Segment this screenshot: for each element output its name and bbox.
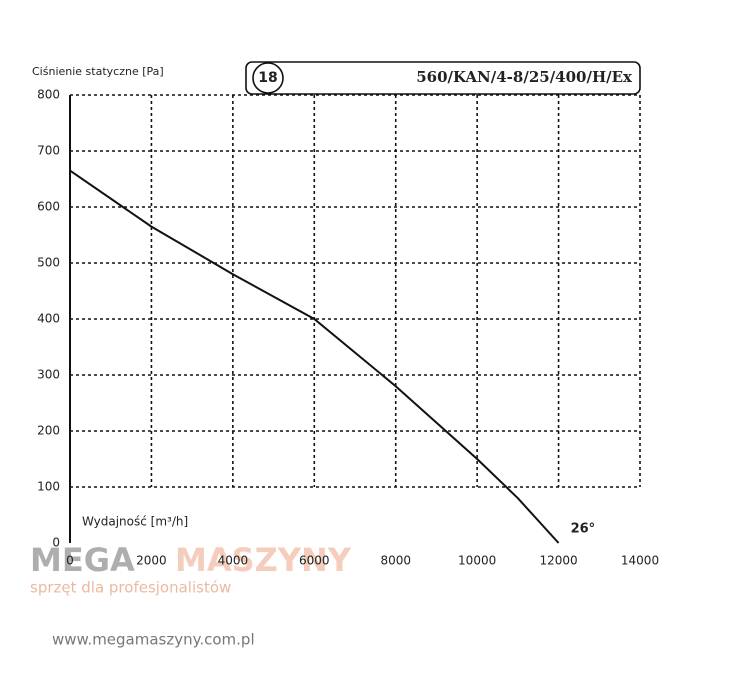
y-tick-label: 0 (52, 536, 60, 550)
y-tick-label: 800 (37, 88, 60, 102)
x-tick-label: 6000 (299, 554, 330, 568)
annotation: 26° (571, 522, 596, 537)
x-tick-label: 10000 (458, 554, 496, 568)
watermark-tagline: sprzęt dla profesjonalistów (30, 579, 231, 597)
curve (69, 169, 560, 544)
y-tick-label: 700 (37, 144, 60, 158)
y-tick-label: 300 (37, 368, 60, 382)
x-tick-label: 0 (66, 554, 74, 568)
title-box (245, 61, 641, 95)
chart-title: 560/KAN/4-8/25/400/H/Ex (416, 68, 633, 86)
watermark-brand: MEGA (30, 541, 135, 579)
y-tick-label: 500 (37, 256, 60, 270)
y-tick-label: 200 (37, 424, 60, 438)
watermark-brand: MASZYNY (175, 541, 352, 579)
x-axis-label: Wydajność [m³/h] (82, 515, 188, 529)
x-tick-label: 2000 (136, 554, 167, 568)
x-tick-label: 8000 (380, 554, 411, 568)
x-tick-label: 14000 (621, 554, 659, 568)
y-axis-label: Ciśnienie statyczne [Pa] (32, 65, 164, 78)
watermark-url: www.megamaszyny.com.pl (52, 631, 255, 649)
y-tick-label: 400 (37, 312, 60, 326)
y-tick-label: 100 (37, 480, 60, 494)
x-tick-label: 12000 (539, 554, 577, 568)
y-tick-label: 600 (37, 200, 60, 214)
badge: 18 (258, 70, 277, 86)
badge-circle (252, 62, 284, 94)
x-tick-label: 4000 (218, 554, 249, 568)
